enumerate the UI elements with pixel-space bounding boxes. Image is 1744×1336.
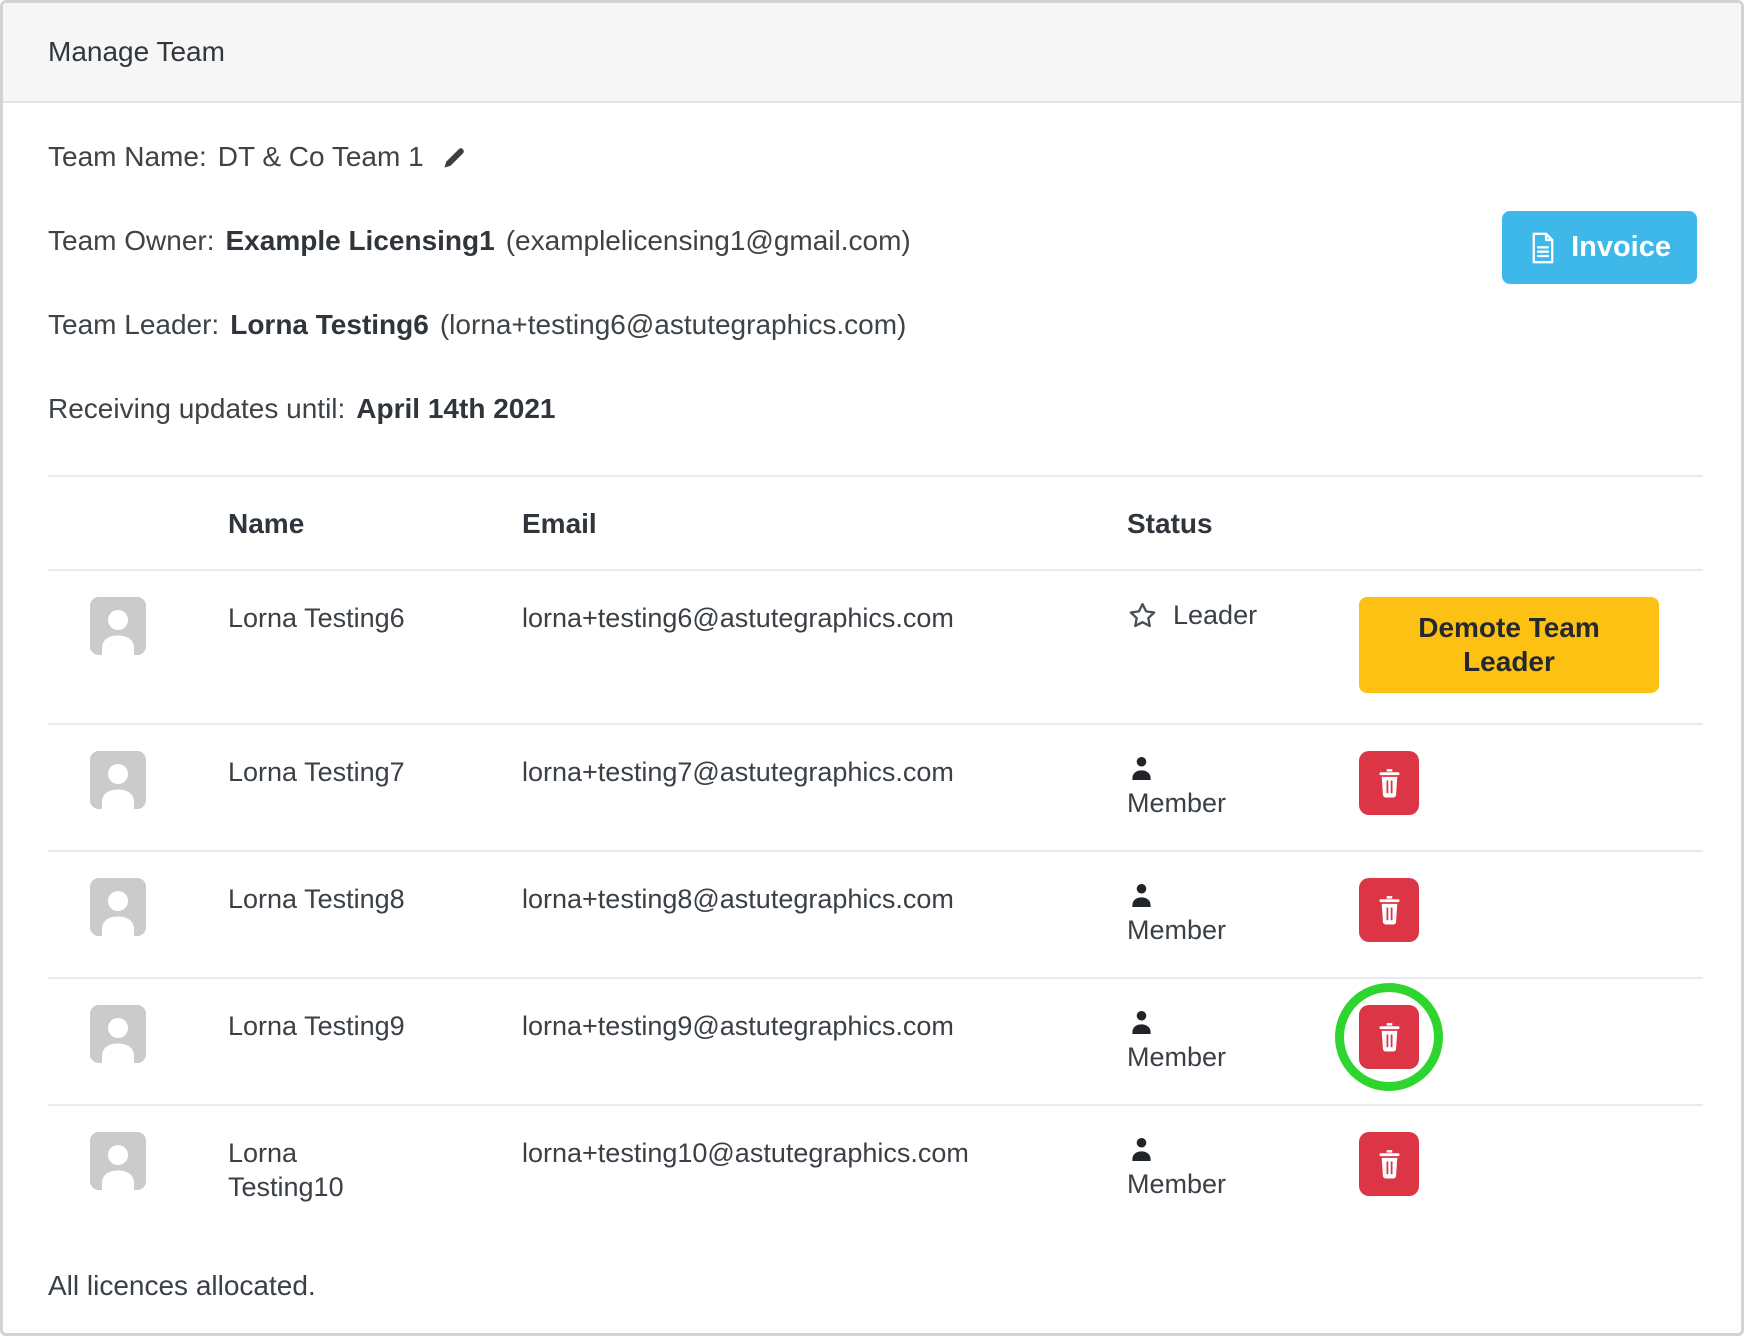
table-row: Lorna Testing7 lorna+testing7@astutegrap… (48, 724, 1703, 852)
trash-icon (1376, 768, 1403, 798)
updates-until-value: April 14th 2021 (356, 393, 556, 424)
person-icon (1130, 1136, 1359, 1162)
member-name: Lorna Testing7 (228, 757, 405, 787)
team-leader-line: Team Leader: Lorna Testing6 (lorna+testi… (48, 307, 1697, 343)
team-leader-label: Team Leader: (48, 309, 220, 340)
pencil-icon[interactable] (441, 144, 468, 171)
status-label: Member (1127, 1169, 1227, 1199)
table-row: Lorna Testing10 lorna+testing10@astutegr… (48, 1105, 1703, 1234)
member-email: lorna+testing9@astutegraphics.com (522, 1011, 954, 1041)
avatar (90, 597, 146, 655)
member-name: Lorna Testing6 (228, 603, 405, 633)
member-email: lorna+testing6@astutegraphics.com (522, 603, 954, 633)
demote-team-leader-button[interactable]: Demote Team Leader (1359, 597, 1659, 693)
document-icon (1528, 232, 1558, 264)
status-member: Member (1127, 1009, 1359, 1074)
member-email: lorna+testing7@astutegraphics.com (522, 757, 954, 787)
status-label: Member (1127, 788, 1227, 818)
team-owner-name: Example Licensing1 (225, 225, 495, 256)
member-name: Lorna Testing9 (228, 1011, 405, 1041)
member-email: lorna+testing8@astutegraphics.com (522, 884, 954, 914)
team-leader-name: Lorna Testing6 (230, 309, 429, 340)
name-column-header: Name (228, 475, 522, 571)
status-member: Member (1127, 1136, 1359, 1201)
avatar-column-header (48, 475, 228, 571)
person-icon (1130, 755, 1359, 781)
status-column-header: Status (1127, 475, 1359, 571)
avatar (90, 1132, 146, 1190)
team-owner-email: (examplelicensing1@gmail.com) (505, 225, 911, 256)
table-row: Lorna Testing8 lorna+testing8@astutegrap… (48, 851, 1703, 979)
status-member: Member (1127, 755, 1359, 820)
card-header: Manage Team (3, 3, 1741, 103)
updates-until-line: Receiving updates until: April 14th 2021 (48, 391, 1697, 427)
table-row: Lorna Testing6 lorna+testing6@astutegrap… (48, 570, 1703, 725)
email-column-header: Email (522, 475, 1127, 571)
remove-member-button[interactable] (1359, 1132, 1419, 1196)
status-label: Member (1127, 915, 1227, 945)
member-name: Lorna Testing8 (228, 884, 405, 914)
licences-status-text: All licences allocated. (48, 1270, 316, 1301)
team-name-label: Team Name: (48, 141, 207, 172)
invoice-button-label: Invoice (1571, 231, 1671, 263)
person-icon (1130, 882, 1359, 908)
invoice-button[interactable]: Invoice (1502, 211, 1697, 284)
status-member: Member (1127, 882, 1359, 947)
team-info-section: Team Name: DT & Co Team 1 Team Owner: Ex… (3, 103, 1741, 427)
trash-icon (1376, 1022, 1403, 1052)
status-label: Member (1127, 1042, 1227, 1072)
team-owner-label: Team Owner: (48, 225, 215, 256)
team-leader-email: (lorna+testing6@astutegraphics.com) (439, 309, 907, 340)
trash-icon (1376, 895, 1403, 925)
member-name: Lorna Testing10 (228, 1138, 344, 1202)
person-icon (1130, 1009, 1359, 1035)
member-email: lorna+testing10@astutegraphics.com (522, 1138, 969, 1168)
team-owner-line: Team Owner: Example Licensing1 (examplel… (48, 223, 1697, 259)
status-leader: Leader (1127, 598, 1359, 632)
updates-until-label: Receiving updates until: (48, 393, 346, 424)
members-table: Name Email Status Lorna Testing6 lorna+t… (48, 475, 1703, 1234)
status-label: Leader (1173, 600, 1258, 630)
table-row: Lorna Testing9 lorna+testing9@astutegrap… (48, 978, 1703, 1106)
remove-member-button[interactable] (1359, 878, 1419, 942)
trash-icon (1376, 1149, 1403, 1179)
avatar (90, 878, 146, 936)
star-outline-icon (1127, 600, 1158, 631)
members-table-wrap: Name Email Status Lorna Testing6 lorna+t… (3, 475, 1741, 1234)
page-title: Manage Team (48, 36, 225, 67)
remove-member-button[interactable] (1359, 751, 1419, 815)
action-column-header (1359, 475, 1703, 571)
avatar (90, 751, 146, 809)
team-name-line: Team Name: DT & Co Team 1 (48, 139, 1697, 175)
table-header-row: Name Email Status (48, 475, 1703, 571)
remove-member-button[interactable] (1359, 1005, 1419, 1069)
avatar (90, 1005, 146, 1063)
team-name-value: DT & Co Team 1 (217, 141, 424, 172)
